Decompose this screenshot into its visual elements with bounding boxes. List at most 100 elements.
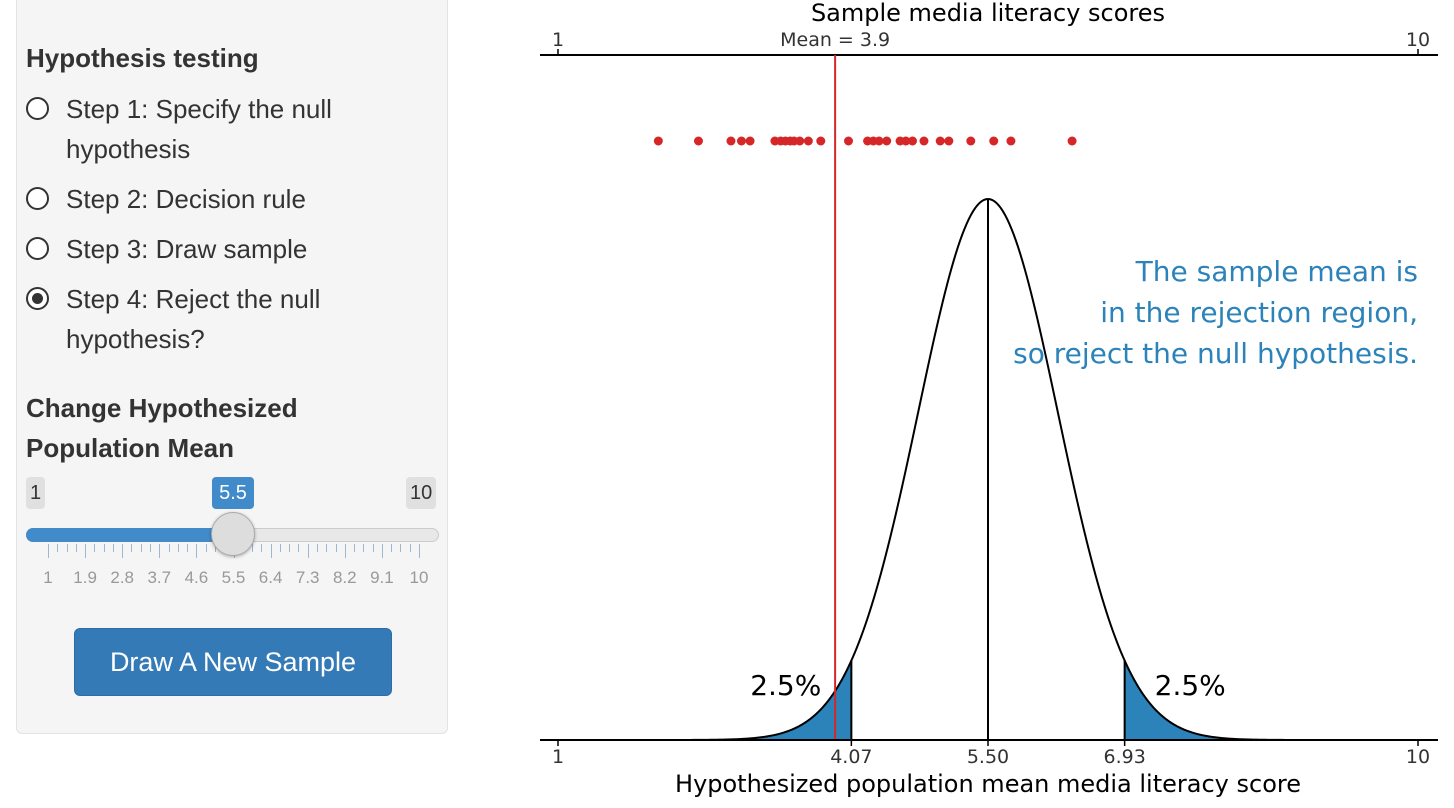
lower-rejection-region xyxy=(558,660,852,740)
top-axis-tick-label: 10 xyxy=(1406,29,1430,51)
sidebar-panel xyxy=(16,0,448,734)
sample-point xyxy=(966,136,976,146)
slider-fill xyxy=(26,528,234,542)
x-axis-label: Hypothesized population mean media liter… xyxy=(675,770,1301,798)
sample-point xyxy=(816,136,826,146)
sample-point xyxy=(693,136,703,146)
radio-label[interactable]: Step 1: Specify the null hypothesis xyxy=(66,94,332,164)
bottom-axis-tick-label: 5.50 xyxy=(967,746,1009,768)
radio-label[interactable]: Step 3: Draw sample xyxy=(66,234,308,264)
slider-grid-label: 7.3 xyxy=(295,568,320,587)
draw-new-sample-button[interactable]: Draw A New Sample xyxy=(74,628,392,696)
slider-major-tick xyxy=(270,544,272,558)
slider-grid-label: 10 xyxy=(409,568,429,587)
slider-minor-tick xyxy=(252,544,254,552)
slider-minor-tick xyxy=(168,544,170,552)
slider-major-tick xyxy=(344,544,346,558)
slider-grid-label: 1 xyxy=(43,568,53,587)
population-mean-heading: Change Hypothesized Population Mean xyxy=(26,393,298,463)
rejection-annotation-line: in the rejection region, xyxy=(1100,296,1418,329)
slider-minor-tick xyxy=(66,544,68,552)
slider-minor-tick xyxy=(177,544,179,552)
slider-minor-tick xyxy=(335,544,337,552)
chart-title: Sample media literacy scores xyxy=(811,0,1165,27)
sample-point xyxy=(882,136,892,146)
slider-minor-tick xyxy=(326,544,328,552)
slider-major-tick xyxy=(381,544,383,558)
bottom-axis-tick-label: 1 xyxy=(552,746,564,768)
slider-minor-tick xyxy=(103,544,105,552)
top-axis-tick-label: 1 xyxy=(552,29,564,51)
lower-tail-label: 2.5% xyxy=(750,669,821,702)
slider-grid-label: 2.8 xyxy=(110,568,135,587)
upper-tail-label: 2.5% xyxy=(1155,669,1226,702)
slider-grid-label: 6.4 xyxy=(258,568,283,587)
sample-point xyxy=(901,136,911,146)
slider-minor-tick xyxy=(140,544,142,552)
slider-minor-tick xyxy=(372,544,374,552)
radio-button[interactable] xyxy=(26,237,49,260)
slider-grid-label: 3.7 xyxy=(147,568,172,587)
sample-point xyxy=(745,136,755,146)
slider-minor-tick xyxy=(187,544,189,552)
slider-minor-tick xyxy=(363,544,365,552)
slider-max-label: 10 xyxy=(406,477,437,509)
slider-minor-tick xyxy=(57,544,59,552)
slider-minor-tick xyxy=(298,544,300,552)
slider-value-label: 5.5 xyxy=(212,477,254,509)
slider-minor-tick xyxy=(261,544,263,552)
sample-point xyxy=(908,136,918,146)
slider-major-tick xyxy=(196,544,198,558)
slider-grid xyxy=(48,544,420,558)
sample-point xyxy=(1067,136,1077,146)
sample-point xyxy=(919,136,929,146)
sample-mean-label: Mean = 3.9 xyxy=(780,29,890,51)
slider-minor-tick xyxy=(205,544,207,552)
sample-point xyxy=(874,136,884,146)
radio-button[interactable] xyxy=(26,187,49,210)
radio-button[interactable] xyxy=(26,287,49,310)
slider-minor-tick xyxy=(316,544,318,552)
rejection-annotation-line: so reject the null hypothesis. xyxy=(1013,337,1418,370)
slider-handle[interactable] xyxy=(211,512,255,556)
bottom-axis-tick-label: 10 xyxy=(1406,746,1430,768)
slider-major-tick xyxy=(419,544,420,558)
slider-major-tick xyxy=(307,544,309,558)
rejection-annotation-line: The sample mean is xyxy=(1135,255,1418,288)
sample-point xyxy=(653,136,663,146)
slider-minor-tick xyxy=(409,544,411,552)
radio-label[interactable]: Step 2: Decision rule xyxy=(66,184,306,214)
bottom-axis-tick-label: 6.93 xyxy=(1103,746,1145,768)
sample-point xyxy=(803,136,813,146)
slider-major-tick xyxy=(85,544,87,558)
slider-minor-tick xyxy=(75,544,77,552)
slider-minor-tick xyxy=(400,544,402,552)
slider-minor-tick xyxy=(112,544,114,552)
sample-point xyxy=(1006,136,1016,146)
slider-grid-label: 9.1 xyxy=(370,568,394,587)
slider-major-tick xyxy=(159,544,161,558)
sample-point xyxy=(944,136,954,146)
slider-minor-tick xyxy=(354,544,356,552)
slider-grid-label: 1.9 xyxy=(73,568,97,587)
sample-point xyxy=(795,136,805,146)
slider-major-tick xyxy=(122,544,124,558)
slider-grid-label: 8.2 xyxy=(332,568,357,587)
sample-point xyxy=(989,136,999,146)
slider-minor-tick xyxy=(131,544,133,552)
radio-button[interactable] xyxy=(26,97,49,120)
slider-minor-tick xyxy=(150,544,152,552)
sample-point xyxy=(843,136,853,146)
slider-grid-label: 5.5 xyxy=(221,568,246,587)
slider-min-label: 1 xyxy=(26,477,46,509)
sample-point xyxy=(726,136,736,146)
slider-minor-tick xyxy=(391,544,393,552)
sample-point xyxy=(736,136,746,146)
slider-minor-tick xyxy=(279,544,281,552)
slider-minor-tick xyxy=(289,544,291,552)
slider-major-tick xyxy=(48,544,49,558)
sample-point xyxy=(935,136,945,146)
slider-grid-label: 4.6 xyxy=(184,568,209,587)
radio-label[interactable]: Step 4: Reject the null hypothesis? xyxy=(66,284,321,354)
